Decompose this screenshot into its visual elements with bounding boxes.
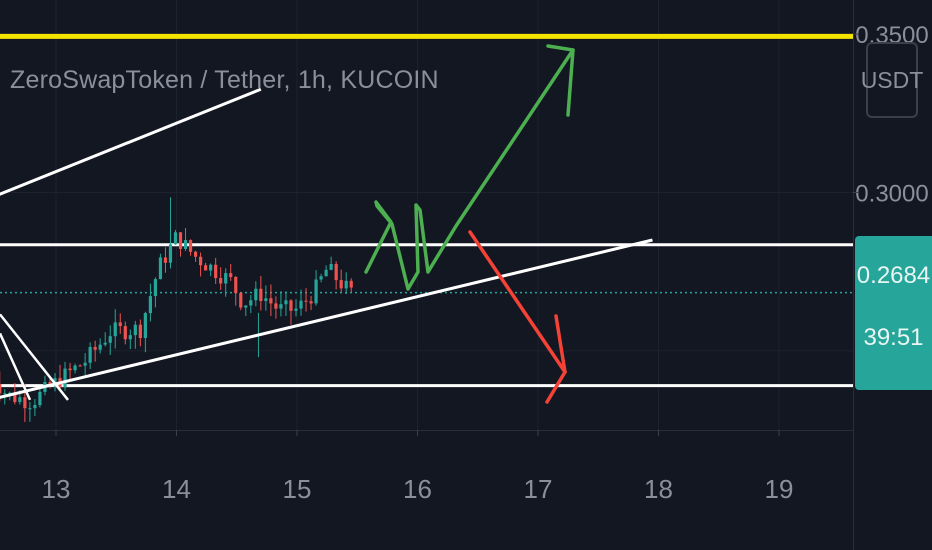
trendline [0,238,653,399]
candle-up [88,346,92,363]
candle-down [234,277,238,294]
candle-up [73,365,77,371]
candle-up [344,280,348,289]
candle-up [28,408,32,410]
descending-trendline [0,332,32,401]
candle-down [23,397,27,409]
candle-up [128,335,132,340]
bull-scenario-path [364,48,575,291]
candle-down [68,368,72,371]
candle-down [309,301,313,304]
candle-up [8,392,12,394]
bear-scenario-path [468,230,567,374]
candle-up [254,288,258,301]
candle-up [183,240,188,250]
time-tick-label: 14 [162,474,191,504]
candle-down [219,278,223,284]
time-tick-label: 13 [42,474,71,504]
candle-up [158,257,163,280]
current-price-label: 0.2684 [856,262,931,289]
trendline [0,87,262,196]
candle-down [193,251,198,257]
candle-down [289,300,293,311]
candle-up [153,279,158,297]
descending-trendline [0,313,69,401]
time-tick-label: 18 [644,474,673,504]
grid [0,0,853,430]
bar-countdown-label: 39:51 [863,324,924,351]
candle-up [143,313,147,339]
time-tick-label: 16 [403,474,432,504]
candle-up [319,276,323,280]
bear-arrowhead [545,314,567,404]
time-tick-label: 19 [765,474,794,504]
bull-arrowhead [546,44,575,117]
candle-down [204,265,208,271]
candle-up [108,336,112,343]
candle-up [33,405,37,409]
candle-down [199,256,203,266]
candle-down [123,326,127,340]
horizontal-levels [0,33,853,388]
candle-down [188,240,193,252]
candle-up [38,391,42,406]
candle-up [209,264,213,271]
candle-down [178,232,183,250]
candle-up [113,322,117,337]
candle-up [3,393,7,395]
candle-up [264,298,268,302]
candle-down [93,346,97,350]
candle-down [0,384,2,394]
candle-up [148,296,152,314]
candle-up [173,232,178,245]
candle-down [229,273,233,278]
candle-down [239,293,243,308]
drawings [0,44,653,404]
candle-down [214,264,218,279]
candle-up [83,362,87,366]
candle-down [259,288,263,302]
candle-down [269,298,273,304]
candle-up [329,263,333,270]
candle-up [103,342,107,345]
candle-down [78,365,82,367]
current-price-badge: 0.2684 39:51 [855,236,932,390]
price-tick-label: 0.3000 [855,181,928,208]
candle-down [118,322,122,327]
candle-down [13,392,17,403]
candle-down [304,300,308,302]
candle-up [294,308,298,311]
candle-down [334,263,338,281]
candle-up [18,397,22,403]
candle-down [274,303,278,309]
candle-down [349,280,353,288]
candle-down [163,257,168,263]
candle-up [133,324,137,336]
candle-up [284,300,288,305]
candle-up [314,279,318,304]
time-tick-label: 15 [283,474,312,504]
time-tick-label: 17 [524,474,553,504]
candle-down [339,280,343,289]
candle-up [63,368,67,388]
candle-up [98,344,102,350]
candle-down [138,324,142,339]
candle-up [279,304,283,309]
candle-up [299,300,303,309]
candle-up [249,300,253,306]
candle-up [244,305,248,308]
candlesticks [0,197,353,423]
candle-up [324,269,328,277]
candle-up [224,273,228,284]
symbol-title: ZeroSwapToken / Tether, 1h, KUCOIN [10,66,439,94]
currency-unit-button[interactable]: USDT [861,42,923,118]
